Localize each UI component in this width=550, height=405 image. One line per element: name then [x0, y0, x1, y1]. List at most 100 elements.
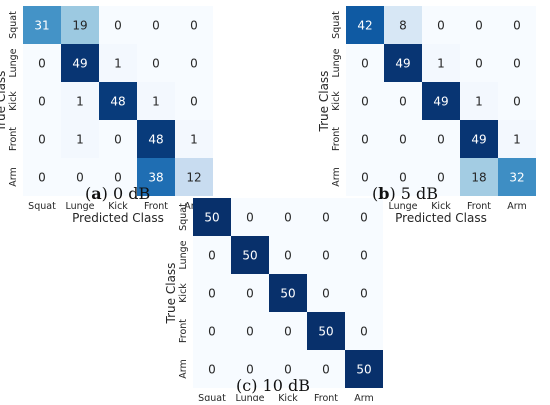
heatmap-a-value-r1-c2: 1 [114, 57, 122, 71]
heatmap-a-value-r2-c2: 48 [110, 95, 125, 109]
heatmap-c-value-r1-c1: 50 [242, 249, 257, 263]
heatmap-b-value-r1-c3: 0 [475, 57, 483, 71]
heatmap-a-cell-r4-c3 [137, 158, 175, 196]
heatmap-a-value-r4-c1: 0 [76, 171, 84, 185]
heatmap-b-value-r4-c2: 0 [437, 171, 445, 185]
heatmap-b-xlabel: Predicted Class [395, 211, 487, 225]
heatmap-c-cell-r0-c3 [307, 198, 345, 236]
heatmap-b-value-r1-c0: 0 [361, 57, 369, 71]
heatmap-a-ytick-3: Front [8, 127, 19, 151]
heatmap-a-value-r1-c4: 0 [190, 57, 198, 71]
heatmap-c-cell-r2-c4 [345, 274, 383, 312]
heatmap-c-value-r1-c0: 0 [208, 249, 216, 263]
heatmap-c-value-r3-c3: 50 [318, 325, 333, 339]
caption-text-c: 10 dB [262, 376, 310, 395]
heatmap-b-xtick-1: Lunge [388, 201, 417, 212]
heatmap-b-value-r3-c0: 0 [361, 133, 369, 147]
heatmap-c-value-r2-c2: 50 [280, 287, 295, 301]
heatmap-c-cell-r1-c1 [231, 236, 269, 274]
heatmap-c-cell-r3-c2 [269, 312, 307, 350]
heatmap-b-cell-r3-c4 [498, 120, 536, 158]
heatmap-c-cell-r2-c2 [269, 274, 307, 312]
heatmap-c-value-r3-c4: 0 [360, 325, 368, 339]
heatmap-c-value-r0-c3: 0 [322, 211, 330, 225]
heatmap-a-cell-r4-c0 [23, 158, 61, 196]
heatmap-c-value-r3-c2: 0 [284, 325, 292, 339]
heatmap-c-ytick-1: Lunge [178, 240, 189, 269]
heatmap-a-cell-r2-c1 [61, 82, 99, 120]
heatmap-b-cell-r1-c3 [460, 44, 498, 82]
heatmap-c-xtick-1: Lunge [235, 393, 264, 401]
heatmap-a-value-r0-c3: 0 [152, 19, 160, 33]
heatmap-c-value-r0-c2: 0 [284, 211, 292, 225]
heatmap-c-value-r4-c0: 0 [208, 363, 216, 377]
heatmap-b-value-r4-c1: 0 [399, 171, 407, 185]
heatmap-c-xtick-2: Kick [278, 393, 298, 401]
heatmap-a-cell-r1-c2 [99, 44, 137, 82]
heatmap-b-cell-r1-c1 [384, 44, 422, 82]
heatmap-b-cell-r0-c2 [422, 6, 460, 44]
heatmap-a-cell-r0-c2 [99, 6, 137, 44]
caption-text-b: 5 dB [400, 184, 439, 203]
heatmap-a-cell-r1-c3 [137, 44, 175, 82]
heatmap-a-value-r0-c1: 19 [72, 19, 87, 33]
heatmap-a-value-r2-c0: 0 [38, 95, 46, 109]
heatmap-c-cell-r4-c1 [231, 350, 269, 388]
heatmap-a-ylabel: True Class [0, 71, 8, 133]
heatmap-a-cell-r1-c1 [61, 44, 99, 82]
heatmap-b-value-r2-c1: 0 [399, 95, 407, 109]
heatmap-b-cell-r1-c4 [498, 44, 536, 82]
heatmap-a-value-r3-c4: 1 [190, 133, 198, 147]
heatmap-a-value-r3-c2: 0 [114, 133, 122, 147]
heatmap-c-cell-r1-c0 [193, 236, 231, 274]
heatmap-c-cell-r2-c3 [307, 274, 345, 312]
heatmap-b-cell-r4-c3 [460, 158, 498, 196]
heatmap-a-value-r3-c1: 1 [76, 133, 84, 147]
heatmap-b-cell-r4-c2 [422, 158, 460, 196]
heatmap-b-cell-r2-c2 [422, 82, 460, 120]
heatmap-a-xtick-0: Squat [28, 201, 56, 212]
heatmap-a-cell-r2-c2 [99, 82, 137, 120]
heatmap-a-cell-r3-c4 [175, 120, 213, 158]
heatmap-b-value-r3-c4: 1 [513, 133, 521, 147]
heatmap-a-ytick-1: Lunge [8, 48, 19, 77]
heatmap-a-ytick-0: Squat [8, 11, 19, 39]
heatmap-b-cell-r0-c4 [498, 6, 536, 44]
heatmap-a-cell-r0-c0 [23, 6, 61, 44]
heatmap-c-value-r0-c4: 0 [360, 211, 368, 225]
heatmap-a-value-r3-c3: 48 [148, 133, 163, 147]
heatmap-a-cell-r4-c2 [99, 158, 137, 196]
heatmap-a-cell-r3-c0 [23, 120, 61, 158]
heatmap-b-cell-r3-c2 [422, 120, 460, 158]
heatmap-c-cell-r4-c3 [307, 350, 345, 388]
heatmap-b-value-r3-c3: 49 [471, 133, 486, 147]
heatmap-b-cell-r0-c1 [384, 6, 422, 44]
heatmap-b-value-r2-c4: 0 [513, 95, 521, 109]
heatmap-a-cell-r2-c3 [137, 82, 175, 120]
heatmap-a-value-r2-c1: 1 [76, 95, 84, 109]
heatmap-b-xtick-4: Arm [507, 201, 527, 212]
caption-letter-a: a [91, 184, 102, 203]
heatmap-c-value-r3-c1: 0 [246, 325, 254, 339]
heatmap-c-value-r4-c4: 50 [356, 363, 371, 377]
heatmap-a-cell-r1-c0 [23, 44, 61, 82]
heatmap-c-ylabel: True Class [164, 263, 178, 325]
heatmap-a-value-r0-c2: 0 [114, 19, 122, 33]
heatmap-c-value-r4-c1: 0 [246, 363, 254, 377]
heatmap-c-cell-r4-c0 [193, 350, 231, 388]
heatmap-b-xtick-3: Front [467, 201, 491, 212]
heatmap-b-value-r1-c2: 1 [437, 57, 445, 71]
heatmap-a-ytick-4: Arm [8, 167, 19, 187]
heatmap-a-cell-r2-c4 [175, 82, 213, 120]
heatmap-c-value-r3-c0: 0 [208, 325, 216, 339]
heatmap-b-cell-r4-c4 [498, 158, 536, 196]
heatmap-c-cell-r3-c0 [193, 312, 231, 350]
heatmap-b-value-r2-c2: 49 [433, 95, 448, 109]
heatmap-a-cell-r2-c0 [23, 82, 61, 120]
heatmap-a-cell-r0-c1 [61, 6, 99, 44]
heatmap-a-value-r0-c4: 0 [190, 19, 198, 33]
heatmap-c-value-r2-c0: 0 [208, 287, 216, 301]
heatmap-a-xtick-3: Front [144, 201, 168, 212]
heatmap-a-cell-r0-c3 [137, 6, 175, 44]
